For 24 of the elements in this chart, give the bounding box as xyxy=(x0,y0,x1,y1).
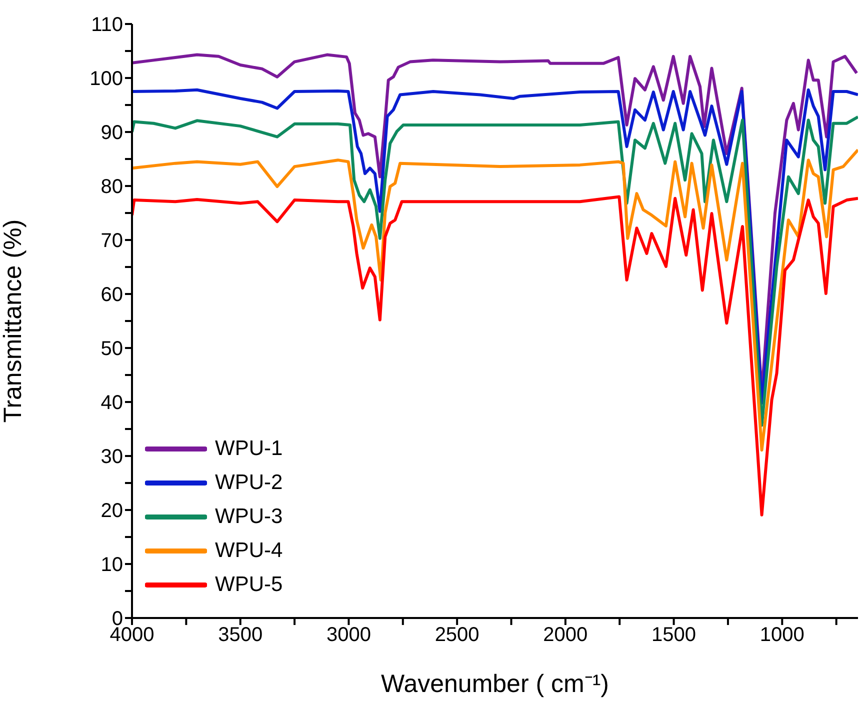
y-tick-label: 30 xyxy=(100,446,123,468)
legend-label: WPU-4 xyxy=(215,539,283,563)
y-tick-label: 70 xyxy=(100,230,123,252)
x-tick-label: 1000 xyxy=(760,624,804,646)
y-tick-label: 20 xyxy=(100,500,123,522)
x-tick-label: 2500 xyxy=(434,624,480,646)
legend-label: WPU-5 xyxy=(215,573,283,597)
y-tick-label: 60 xyxy=(100,284,123,306)
x-tick-label: 2000 xyxy=(543,624,588,646)
x-axis-title: Wavenumber ( cm⁻¹) xyxy=(381,670,609,698)
legend-label: WPU-1 xyxy=(215,437,283,461)
x-tick-label: 3000 xyxy=(326,624,371,646)
y-tick-label: 40 xyxy=(100,392,123,414)
legend-label: WPU-3 xyxy=(215,505,283,529)
y-tick-label: 110 xyxy=(91,14,123,36)
x-tick-label: 3500 xyxy=(218,624,263,646)
y-tick-label: 90 xyxy=(100,122,123,144)
y-tick-label: 50 xyxy=(100,338,123,360)
y-tick-label: 100 xyxy=(90,68,123,90)
y-axis-title: Transmittance (%) xyxy=(0,219,27,423)
y-tick-label: 80 xyxy=(100,176,123,198)
x-tick-label: 1500 xyxy=(652,624,696,646)
legend-label: WPU-2 xyxy=(215,471,283,495)
y-tick-label: 10 xyxy=(100,554,123,576)
